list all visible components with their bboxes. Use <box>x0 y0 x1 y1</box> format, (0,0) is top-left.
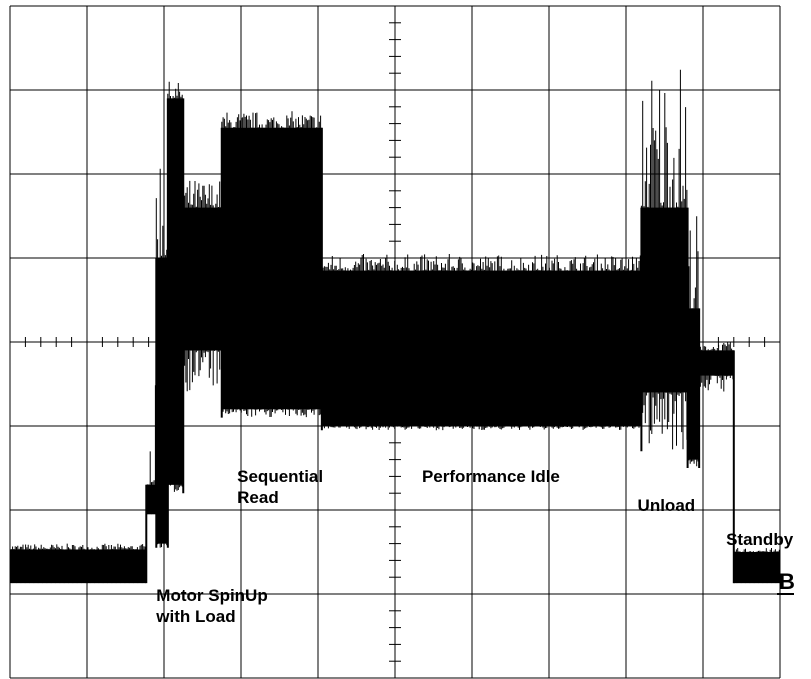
trace-envelope <box>156 258 168 544</box>
trace-envelope <box>687 308 700 460</box>
annotation-line: Read <box>237 488 279 507</box>
annotation-line: Sequential <box>237 467 323 486</box>
annotation-label: Motor SpinUp with Load <box>155 586 267 626</box>
annotation-label: Unload <box>638 496 696 515</box>
trace-envelope <box>221 127 322 410</box>
annotation-line: with Load <box>155 607 235 626</box>
signal-trace <box>9 69 780 584</box>
annotations: Motor SpinUp with Load Sequential Read Perfo… <box>155 467 793 626</box>
annotation-label: Sequential Read <box>237 467 323 507</box>
annotation-line: Standby <box>726 530 794 549</box>
channel-marker: B <box>779 569 795 594</box>
trace-noise <box>9 543 146 584</box>
annotation-line: Motor SpinUp <box>156 586 267 605</box>
annotation-label: Performance Idle <box>422 467 560 486</box>
annotation-label: Standby <box>726 530 794 549</box>
annotation-line: Performance Idle <box>422 467 560 486</box>
annotation-line: Unload <box>638 496 696 515</box>
